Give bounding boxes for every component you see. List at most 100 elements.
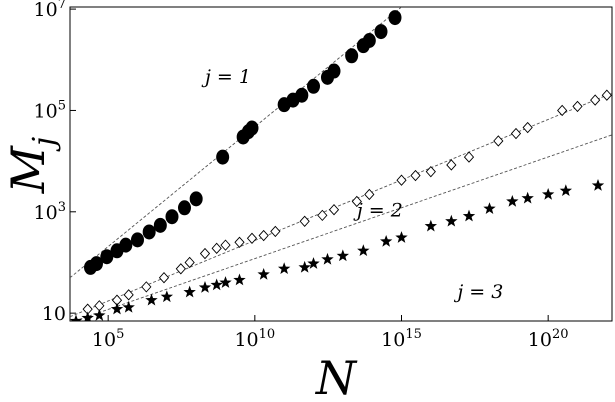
data-point-series-1: [89, 256, 103, 272]
data-point-series-1: [362, 33, 376, 49]
plot-frame: [69, 6, 613, 322]
data-point-series-3: [210, 278, 223, 291]
data-point-series-3: [145, 293, 158, 306]
data-point-series-2: [463, 151, 475, 163]
series-annotation: j = 3: [453, 281, 503, 303]
data-point-series-1: [374, 24, 388, 40]
data-point-series-3: [541, 187, 555, 200]
data-point-series-3: [110, 302, 124, 315]
data-point-series-3: [81, 311, 94, 321]
data-point-series-3: [233, 273, 246, 286]
fit-line-series-2: [70, 92, 612, 318]
data-point-series-1: [245, 120, 259, 136]
data-point-series-2: [141, 281, 152, 293]
x-axis-title: N: [315, 351, 358, 402]
data-point-series-3: [298, 260, 311, 273]
data-point-series-2: [328, 204, 340, 216]
data-point-series-2: [522, 121, 533, 134]
data-point-series-3: [483, 202, 496, 214]
y-tick-label: 103: [34, 200, 66, 224]
data-point-series-2: [572, 100, 583, 113]
x-tick-label: 105: [92, 327, 124, 351]
data-point-series-1: [295, 87, 309, 103]
data-point-series-3: [219, 276, 232, 288]
data-point-series-2: [364, 188, 375, 201]
data-point-series-3: [257, 267, 270, 280]
data-point-series-2: [175, 263, 186, 275]
data-point-series-3: [379, 234, 393, 247]
data-point-series-3: [559, 184, 573, 197]
y-tick-label: 10: [42, 303, 66, 325]
data-point-series-2: [270, 225, 281, 238]
data-point-series-3: [462, 209, 476, 222]
data-point-series-3: [321, 252, 334, 265]
data-point-series-3: [198, 281, 212, 293]
x-axis-ticks: 105 1010 1015 1020: [92, 315, 569, 351]
fit-line-series-3: [73, 134, 612, 321]
data-point-series-1: [153, 217, 167, 233]
data-point-series-3: [160, 290, 174, 303]
data-point-series-1: [100, 249, 114, 265]
data-point-series-2: [123, 289, 134, 301]
data-point-series-2: [258, 229, 269, 242]
x-axis-label: N: [315, 351, 358, 402]
fit-line-series-1: [70, 7, 402, 279]
data-point-series-1: [119, 237, 133, 253]
data-point-series-3: [336, 249, 350, 262]
data-point-series-1: [130, 232, 144, 248]
data-point-series-2: [425, 165, 436, 178]
data-point-series-2: [158, 272, 170, 284]
y-axis-title: Mj: [1, 137, 62, 194]
data-point-series-2: [246, 232, 258, 244]
data-point-series-3: [277, 262, 291, 275]
data-point-series-2: [234, 236, 245, 248]
data-point-series-1: [189, 191, 203, 207]
data-point-series-3: [307, 257, 320, 269]
data-point-series-1: [177, 200, 191, 216]
annotations: j = 1 j = 2 j = 3: [201, 66, 503, 303]
data-point-series-2: [590, 94, 601, 106]
data-point-series-2: [510, 127, 522, 140]
data-point-series-2: [446, 159, 457, 171]
fit-lines: [70, 7, 612, 321]
x-tick-label: 1010: [234, 327, 275, 351]
data-point-series-3: [395, 231, 408, 243]
data-point-series-3: [506, 194, 519, 207]
data-point-series-1: [388, 10, 402, 26]
data-point-series-3: [70, 314, 83, 321]
series-annotation: j = 1: [201, 66, 251, 88]
y-axis-ticks: 10 103 105 107: [34, 0, 76, 325]
data-points: [70, 10, 612, 321]
data-point-series-2: [396, 174, 407, 186]
data-point-series-2: [184, 256, 195, 269]
data-point-series-1: [165, 209, 179, 225]
data-point-series-3: [424, 219, 438, 232]
y-tick-label: 107: [34, 0, 66, 21]
data-point-series-1: [142, 224, 156, 240]
data-point-series-3: [122, 300, 135, 313]
data-point-series-3: [521, 191, 534, 204]
y-tick-label: 105: [34, 98, 66, 122]
data-point-series-2: [601, 89, 612, 101]
x-tick-label: 1015: [381, 327, 422, 351]
data-point-series-3: [357, 244, 370, 257]
data-point-series-1: [216, 149, 230, 165]
data-point-series-2: [299, 215, 310, 227]
data-point-series-3: [445, 214, 458, 227]
series-annotation: j = 2: [353, 200, 403, 222]
y-axis-label: Mj: [1, 137, 62, 194]
data-point-series-2: [199, 247, 211, 260]
data-point-series-1: [306, 78, 320, 94]
data-point-series-2: [493, 135, 504, 147]
data-point-series-2: [211, 242, 222, 255]
data-point-series-3: [183, 285, 196, 298]
data-point-series-3: [93, 308, 106, 321]
data-point-series-2: [410, 169, 421, 182]
data-point-series-1: [345, 48, 359, 64]
data-point-series-3: [591, 179, 605, 191]
data-point-series-2: [557, 104, 568, 117]
data-point-series-2: [351, 195, 362, 208]
data-point-series-2: [220, 239, 231, 251]
data-point-series-2: [317, 209, 328, 222]
